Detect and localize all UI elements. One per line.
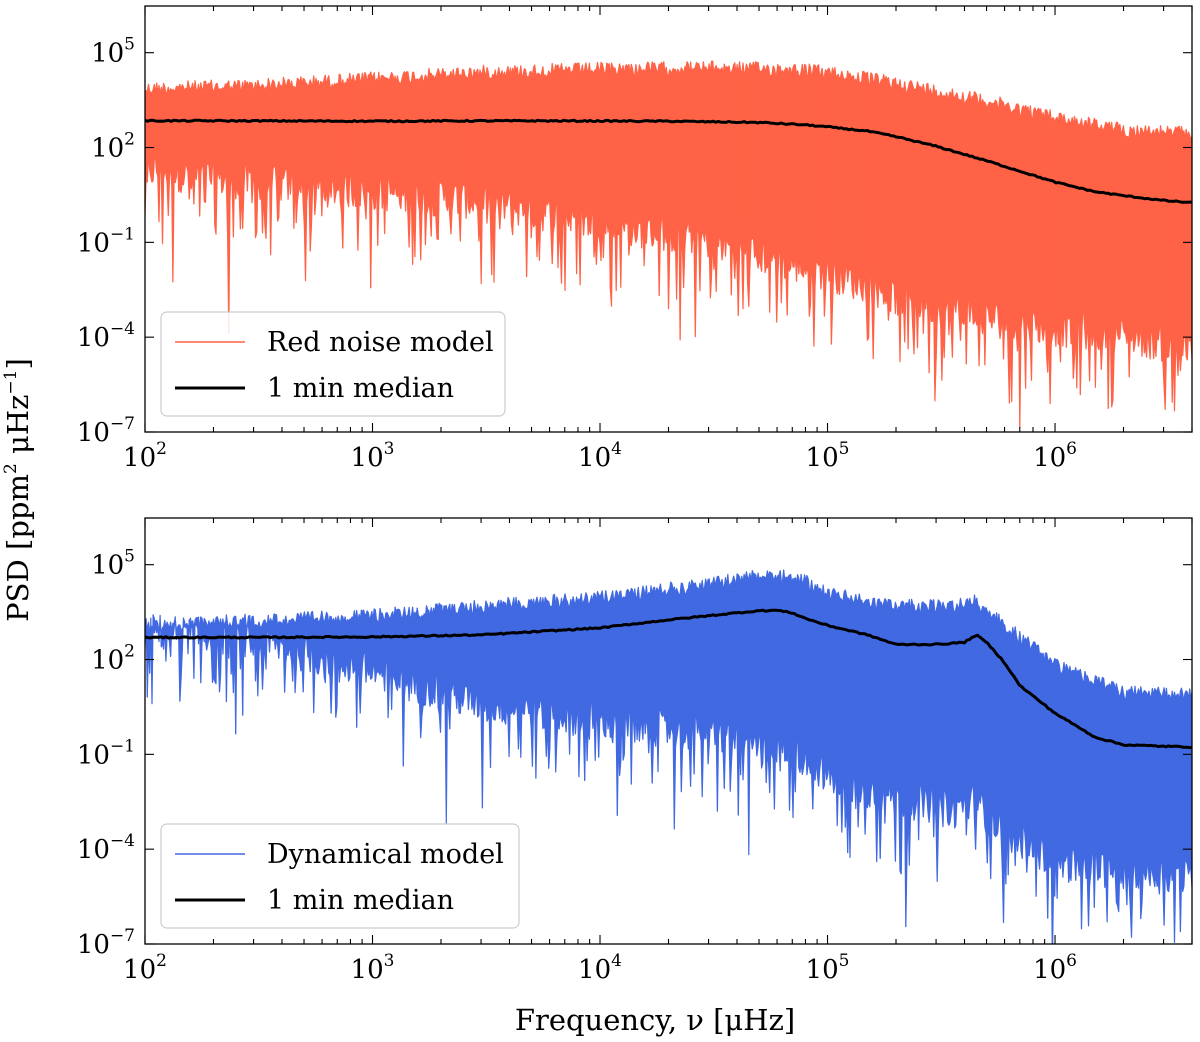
x-tick-label: 104 — [578, 951, 622, 985]
legend-label: Dynamical model — [267, 839, 504, 870]
x-tick-label: 105 — [806, 951, 850, 985]
x-tick-label: 104 — [578, 439, 622, 473]
x-tick-label: 106 — [1033, 439, 1077, 473]
series-0-spikes — [145, 61, 1192, 428]
x-tick-label: 105 — [806, 439, 850, 473]
legend-label: Red noise model — [267, 327, 494, 358]
x-axis-label: Frequency, ν [μHz] — [515, 1003, 795, 1037]
legend-box — [160, 823, 520, 929]
legend-label: 1 min median — [267, 373, 454, 404]
tick-labels: 102 103 104 105 106 105 102 10−1 10−4 10−7 — [77, 35, 1077, 473]
legend: Red noise model 1 min median — [160, 311, 506, 417]
y-axis-label: PSD [ppm2 μHz−1] — [1, 358, 35, 622]
y-tick-label: 10−7 — [77, 926, 135, 960]
ticks — [144, 518, 1193, 945]
y-tick-label: 10−7 — [77, 414, 135, 448]
y-tick-label: 102 — [91, 130, 135, 164]
y-tick-label: 10−1 — [77, 736, 135, 770]
tick-labels: 102 103 104 105 106 105 102 10−1 10−4 10−7 — [77, 547, 1077, 985]
legend-box — [160, 311, 506, 417]
x-tick-label: 102 — [123, 439, 167, 473]
x-tick-label: 103 — [351, 951, 395, 985]
legend: Dynamical model 1 min median — [160, 823, 520, 929]
series-0-band — [145, 569, 1192, 944]
x-tick-label: 103 — [351, 439, 395, 473]
panel-top: 102 103 104 105 106 105 102 10−1 10−4 10−7 Red noi… — [77, 5, 1193, 473]
panel-bottom: 102 103 104 105 106 105 102 10−1 10−4 10−7 Dynamic… — [77, 517, 1193, 985]
y-tick-label: 10−4 — [77, 319, 135, 353]
y-tick-label: 10−4 — [77, 831, 135, 865]
y-tick-label: 105 — [91, 547, 135, 581]
y-tick-label: 102 — [91, 642, 135, 676]
ticks — [144, 6, 1193, 433]
series-0-spikes — [145, 570, 1192, 944]
series-1-median-line — [145, 118, 1192, 204]
y-tick-label: 10−1 — [77, 224, 135, 258]
series-1-median-line — [145, 608, 1192, 750]
plot-area — [145, 569, 1192, 944]
plot-area — [145, 60, 1192, 428]
x-tick-label: 102 — [123, 951, 167, 985]
y-tick-label: 105 — [91, 35, 135, 69]
x-tick-label: 106 — [1033, 951, 1077, 985]
legend-label: 1 min median — [267, 885, 454, 916]
